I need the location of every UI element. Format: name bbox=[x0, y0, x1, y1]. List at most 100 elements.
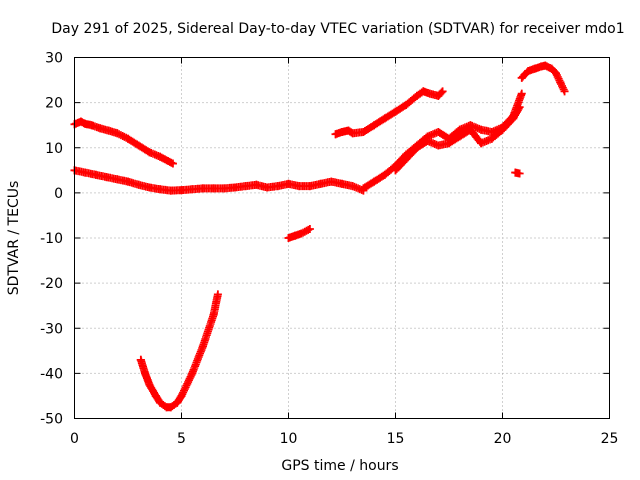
y-tick-label: -30 bbox=[40, 321, 63, 337]
data-point bbox=[145, 380, 154, 389]
data-point bbox=[445, 139, 453, 148]
data-point bbox=[530, 64, 539, 73]
data-point bbox=[188, 185, 197, 194]
data-point bbox=[517, 73, 526, 82]
data-point bbox=[284, 179, 293, 188]
data-point bbox=[134, 180, 143, 189]
data-point bbox=[173, 398, 182, 407]
data-point bbox=[297, 229, 306, 238]
data-point bbox=[87, 121, 96, 130]
data-point bbox=[517, 89, 526, 98]
data-point bbox=[156, 152, 165, 161]
data-point bbox=[177, 391, 186, 400]
data-point bbox=[455, 132, 464, 141]
data-point bbox=[104, 126, 113, 135]
y-tick-label: 0 bbox=[54, 186, 63, 202]
axis-ticks: 0 5 10 15 20 25 -50 -40 -30 -20 -10 0 10 20 30 bbox=[40, 51, 618, 448]
data-point bbox=[556, 78, 565, 87]
y-tick-label: -10 bbox=[40, 231, 63, 247]
data-point bbox=[209, 310, 218, 319]
data-point bbox=[419, 87, 428, 96]
data-point bbox=[541, 61, 550, 70]
data-point bbox=[466, 125, 475, 134]
data-point bbox=[241, 182, 250, 191]
data-point bbox=[331, 130, 340, 139]
data-point bbox=[231, 183, 239, 192]
data-point bbox=[76, 117, 85, 126]
data-point bbox=[391, 166, 400, 175]
data-point bbox=[316, 179, 325, 188]
chart-title: Day 291 of 2025, Sidereal Day-to-day VTE… bbox=[51, 21, 624, 37]
data-point bbox=[96, 124, 105, 133]
data-point bbox=[487, 134, 496, 143]
y-tick-label: 20 bbox=[45, 96, 63, 112]
data-point bbox=[290, 231, 299, 240]
data-point bbox=[515, 169, 524, 178]
y-tick-label: -40 bbox=[40, 366, 63, 382]
y-tick-label: -50 bbox=[40, 412, 63, 428]
series-arc-5 bbox=[331, 87, 447, 139]
data-point bbox=[151, 391, 160, 400]
data-point bbox=[263, 183, 272, 192]
data-point bbox=[113, 129, 122, 138]
data-point bbox=[455, 125, 464, 134]
data-point bbox=[124, 177, 132, 186]
data-point bbox=[434, 127, 443, 136]
data-point bbox=[145, 148, 154, 157]
x-tick-label: 5 bbox=[177, 431, 186, 447]
data-series bbox=[70, 61, 569, 412]
grid bbox=[74, 57, 610, 419]
data-point bbox=[141, 369, 150, 378]
data-point bbox=[487, 127, 496, 136]
data-point bbox=[166, 186, 175, 195]
series-arc-7 bbox=[391, 103, 524, 175]
series-arc-8 bbox=[511, 168, 524, 178]
series-arc-4 bbox=[284, 224, 314, 242]
data-point bbox=[124, 134, 132, 143]
data-point bbox=[145, 183, 154, 192]
data-point bbox=[412, 91, 421, 100]
data-point bbox=[348, 182, 357, 191]
series-arc-3 bbox=[136, 290, 222, 412]
data-point bbox=[370, 177, 379, 186]
y-tick-label: 10 bbox=[45, 141, 63, 157]
y-tick-label: -20 bbox=[40, 276, 63, 292]
y-axis-label: SDTVAR / TECUs bbox=[6, 181, 22, 296]
series-arc-2 bbox=[70, 166, 368, 195]
data-point bbox=[547, 64, 556, 73]
data-point bbox=[91, 170, 100, 179]
data-point bbox=[438, 87, 447, 96]
data-point bbox=[220, 184, 229, 193]
data-point bbox=[252, 180, 261, 189]
data-point bbox=[402, 155, 411, 164]
x-tick-label: 10 bbox=[280, 431, 298, 447]
data-point bbox=[348, 129, 357, 138]
x-tick-label: 20 bbox=[494, 431, 512, 447]
data-point bbox=[537, 62, 546, 71]
data-point bbox=[177, 186, 186, 195]
data-point bbox=[380, 114, 389, 123]
plot-frame bbox=[74, 57, 610, 419]
data-point bbox=[434, 141, 443, 150]
data-point bbox=[305, 182, 314, 191]
data-point bbox=[134, 141, 143, 150]
data-point bbox=[370, 121, 379, 130]
data-point bbox=[273, 182, 282, 191]
data-point bbox=[81, 119, 90, 128]
data-point bbox=[477, 139, 486, 148]
data-point bbox=[391, 107, 400, 116]
data-point bbox=[423, 136, 432, 145]
data-point bbox=[509, 114, 518, 123]
data-point bbox=[198, 342, 207, 351]
data-point bbox=[434, 91, 443, 100]
data-point bbox=[511, 168, 520, 177]
data-point bbox=[156, 398, 165, 407]
x-tick-label: 25 bbox=[601, 431, 619, 447]
data-point bbox=[344, 126, 353, 135]
data-point bbox=[188, 369, 197, 378]
data-point bbox=[412, 143, 421, 152]
data-point bbox=[305, 224, 314, 233]
data-point bbox=[213, 290, 222, 299]
x-tick-label: 0 bbox=[70, 431, 79, 447]
